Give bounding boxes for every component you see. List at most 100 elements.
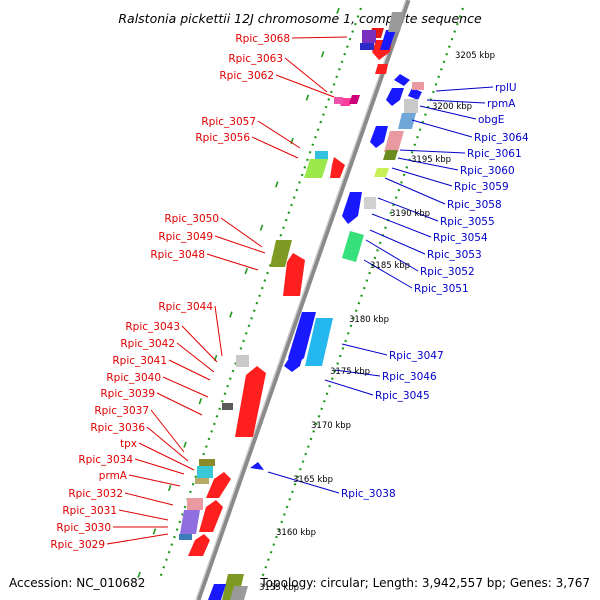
- block-3056: [304, 159, 328, 178]
- right-label-connector: [324, 379, 374, 396]
- left-label-connector: [150, 409, 185, 453]
- topology-label: Topology: circular; Length: 3,942,557 bp…: [259, 576, 590, 590]
- right-labels: rplU rpmA obgE Rpic_3064 Rpic_3061 Rpic_3060 R…: [267, 82, 529, 500]
- chromosome-backbone: [195, 0, 411, 600]
- chromosome-backbone-highlight: [195, 0, 407, 600]
- right-label-connector: [384, 177, 446, 205]
- right-label-connector: [377, 197, 439, 222]
- gene-forward-3029: [188, 534, 210, 556]
- forward-strand-genes: [188, 28, 392, 556]
- left-gene-label: Rpic_3032: [68, 488, 123, 500]
- block-3053: [342, 231, 364, 262]
- left-gene-label: Rpic_3063: [228, 53, 283, 65]
- left-track-dots: [158, 7, 363, 579]
- gene-forward-3031: [199, 500, 223, 532]
- left-label-connector: [257, 120, 301, 149]
- right-gene-label: Rpic_3046: [382, 371, 437, 383]
- right-label-connector: [399, 149, 466, 154]
- right-label-connector: [391, 167, 453, 187]
- gene-reverse-3028: [208, 584, 226, 600]
- left-gene-label: Rpic_3042: [120, 338, 175, 350]
- block-3057: [315, 151, 328, 159]
- gene-reverse-3046: [284, 352, 304, 372]
- left-label-connector: [251, 136, 299, 159]
- right-label-connector: [371, 213, 432, 238]
- left-gene-label: Rpic_3040: [106, 372, 161, 384]
- gene-forward-3063: [349, 95, 360, 104]
- block-tpx: [197, 466, 213, 478]
- accession-label: Accession: NC_010682: [9, 576, 145, 590]
- right-gene-label: Rpic_3053: [427, 249, 482, 261]
- left-gene-label: Rpic_3057: [201, 116, 256, 128]
- block-3032: [187, 498, 203, 510]
- block-3030: [179, 534, 192, 540]
- gene-forward-3039: [235, 366, 266, 437]
- left-gene-label: Rpic_3050: [164, 213, 219, 225]
- left-gene-label: tpx: [120, 438, 137, 450]
- kbp-scale-label: 3195 kbp: [411, 155, 451, 165]
- left-gene-label: Rpic_3062: [219, 70, 274, 82]
- kbp-scale-label: 3180 kbp: [349, 315, 389, 325]
- left-label-connector: [181, 325, 218, 363]
- left-label-connector: [156, 392, 203, 416]
- kbp-scale-label: 3175 kbp: [330, 367, 370, 377]
- right-label-connector: [365, 239, 419, 272]
- left-label-connector: [176, 342, 215, 373]
- right-gene-label: Rpic_3058: [447, 199, 502, 211]
- left-label-connector: [214, 305, 223, 357]
- block-3061: [384, 131, 404, 152]
- right-label-connector: [341, 343, 388, 356]
- right-label-connector: [411, 119, 473, 138]
- reverse-strand-genes: [208, 30, 422, 600]
- left-gene-label: Rpic_3049: [158, 231, 213, 243]
- kbp-scale-label: 3200 kbp: [432, 102, 472, 112]
- left-label-connector: [275, 74, 335, 98]
- left-label-connector: [162, 376, 209, 398]
- left-gene-label: Rpic_3037: [94, 405, 149, 417]
- left-gene-label: Rpic_3031: [62, 505, 117, 517]
- gene-forward-3034: [206, 472, 231, 498]
- gene-forward-3048: [283, 253, 305, 296]
- right-label-connector: [435, 86, 494, 92]
- right-gene-label: Rpic_3055: [440, 216, 495, 228]
- right-gene-label: rpmA: [487, 98, 516, 110]
- right-gene-label: Rpic_3038: [341, 488, 396, 500]
- right-label-connector: [426, 99, 486, 104]
- left-label-connector: [168, 359, 211, 381]
- left-label-connector: [284, 57, 328, 93]
- gene-forward-3056: [330, 157, 345, 178]
- left-label-connector: [206, 253, 259, 271]
- right-gene-label: Rpic_3064: [474, 132, 529, 144]
- gene-reverse-3064: [370, 126, 388, 148]
- right-label-connector: [369, 229, 426, 255]
- right-gene-label: Rpic_3060: [460, 165, 515, 177]
- right-gene-label: Rpic_3047: [389, 350, 444, 362]
- left-gene-label: Rpic_3043: [125, 321, 180, 333]
- block-obgE: [398, 113, 416, 129]
- right-label-connector: [334, 369, 381, 377]
- gene-reverse-3055: [342, 192, 362, 224]
- right-label-connector: [397, 157, 459, 171]
- left-gene-label: Rpic_3039: [100, 388, 155, 400]
- gene-forward-3063b: [375, 64, 388, 74]
- left-label-connector: [134, 458, 185, 475]
- left-label-connector: [124, 492, 174, 506]
- kbp-scale-label: 3165 kbp: [293, 475, 333, 485]
- block-rplU: [412, 82, 424, 90]
- right-feature-blocks: [230, 12, 424, 600]
- left-gene-label: Rpic_3041: [112, 355, 167, 367]
- block-3031: [180, 510, 200, 534]
- right-gene-label: obgE: [478, 114, 504, 126]
- block-3044: [236, 355, 249, 367]
- gene-reverse-3067: [380, 30, 396, 50]
- left-label-connector: [146, 426, 189, 462]
- left-gene-label: Rpic_3044: [158, 301, 213, 313]
- map-title: Ralstonia pickettii 12J chromosome 1, co…: [118, 11, 482, 26]
- gene-reverse-obgE: [408, 88, 422, 100]
- block-3040: [222, 403, 233, 410]
- block-3068: [362, 30, 376, 43]
- block-3027: [230, 586, 248, 600]
- kbp-scale-label: 3190 kbp: [390, 209, 430, 219]
